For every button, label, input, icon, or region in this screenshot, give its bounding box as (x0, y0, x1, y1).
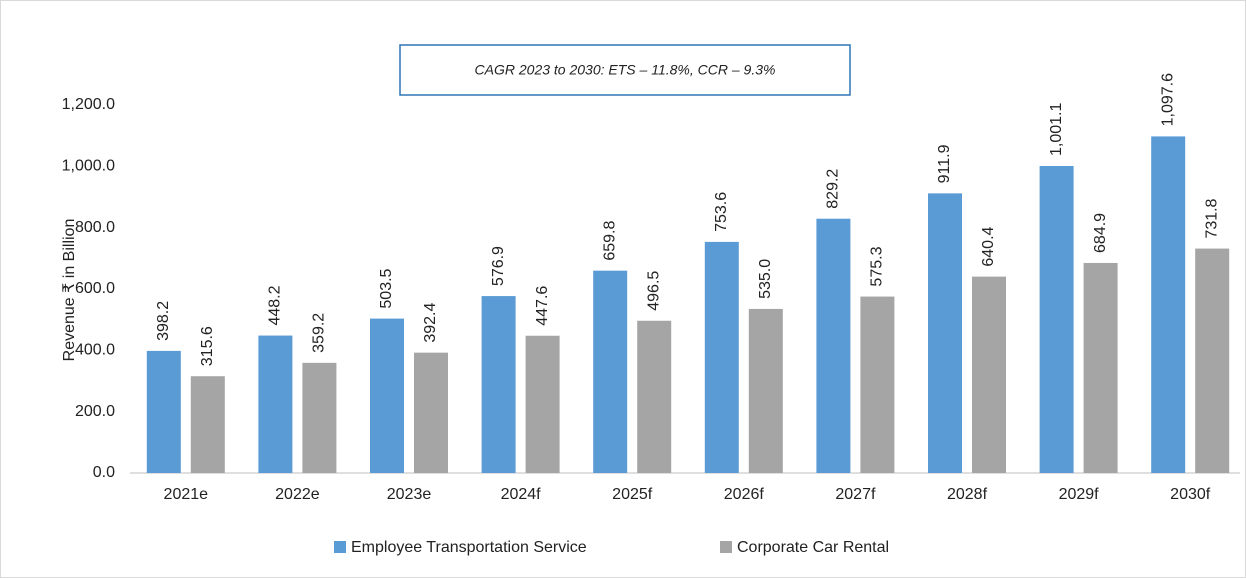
data-label: 731.8 (1203, 198, 1220, 238)
bar (860, 296, 895, 473)
data-label: 359.2 (311, 313, 328, 353)
bar (748, 308, 783, 473)
y-tick-label: 200.0 (75, 403, 115, 420)
bar (1151, 136, 1186, 474)
bar (258, 335, 293, 473)
x-tick-label: 2029f (1059, 486, 1100, 503)
x-tick-label: 2024f (501, 486, 542, 503)
bar (525, 335, 560, 473)
bar (593, 270, 628, 473)
bar (370, 318, 404, 473)
x-tick-label: 2026f (724, 486, 765, 503)
bar (637, 320, 672, 473)
x-tick-label: 2021e (164, 486, 209, 503)
bar (1195, 248, 1230, 473)
x-tick-label: 2030f (1170, 486, 1211, 503)
x-tick-label: 2028f (947, 486, 988, 503)
data-label: 576.9 (490, 246, 507, 286)
bar (302, 362, 337, 473)
data-label: 659.8 (601, 221, 618, 261)
bar (1039, 165, 1074, 473)
data-label: 392.4 (422, 303, 439, 343)
data-label: 535.0 (757, 259, 774, 299)
bar (1083, 262, 1118, 473)
bar (972, 276, 1006, 473)
data-label: 829.2 (825, 169, 842, 209)
bar (190, 376, 225, 473)
y-tick-label: 400.0 (75, 342, 115, 359)
bar (816, 218, 851, 473)
data-label: 1,001.1 (1048, 103, 1065, 156)
bar (481, 296, 516, 473)
data-label: 575.3 (869, 246, 886, 286)
data-label: 447.6 (534, 286, 551, 326)
data-label: 315.6 (199, 326, 216, 366)
legend-swatch (720, 541, 732, 553)
x-tick-label: 2022e (275, 486, 320, 503)
legend-swatch (334, 541, 346, 553)
bar (414, 352, 448, 473)
y-axis-label: Revenue ₹ in Billion (61, 219, 78, 362)
x-tick-label: 2025f (612, 486, 653, 503)
y-tick-label: 800.0 (75, 219, 115, 236)
data-label: 503.5 (378, 268, 395, 308)
data-label: 911.9 (936, 144, 953, 183)
bar (928, 193, 962, 474)
data-label: 684.9 (1092, 213, 1109, 253)
data-label: 398.2 (155, 301, 172, 341)
legend-label: Employee Transportation Service (351, 539, 587, 556)
data-label: 753.6 (713, 192, 730, 232)
annotation-box (399, 44, 851, 96)
x-tick-label: 2023e (387, 486, 432, 503)
bar (704, 241, 739, 473)
y-tick-label: 0.0 (93, 464, 115, 481)
legend-label: Corporate Car Rental (737, 539, 889, 556)
data-label: 496.5 (645, 271, 662, 311)
data-label: 448.2 (267, 285, 284, 325)
data-label: 640.4 (980, 226, 997, 266)
y-tick-label: 600.0 (75, 280, 115, 297)
x-tick-label: 2027f (835, 486, 876, 503)
y-tick-label: 1,000.0 (62, 158, 115, 175)
y-tick-label: 1,200.0 (62, 96, 115, 113)
annotation: CAGR 2023 to 2030: ETS – 11.8%, CCR – 9.… (475, 62, 776, 78)
data-label: 1,097.6 (1159, 73, 1176, 126)
bar (146, 350, 181, 473)
